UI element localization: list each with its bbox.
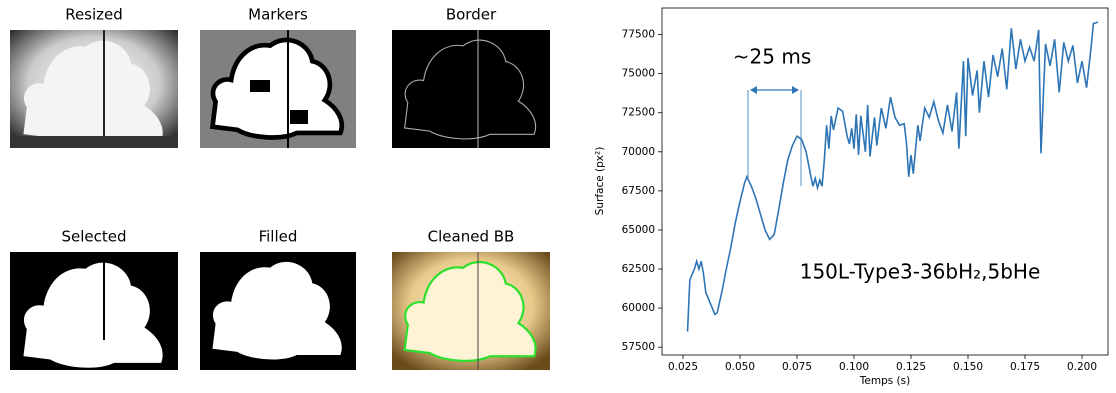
- y-tick-label: 75000: [622, 68, 655, 80]
- panel-title: Resized: [65, 6, 123, 24]
- panel-title: Filled: [259, 228, 298, 246]
- panel-image: [200, 30, 356, 148]
- panel-title: Border: [446, 6, 497, 24]
- x-tick-label: 0.125: [896, 361, 926, 373]
- panel-image: [10, 30, 178, 148]
- annotation: 150L-Type3-36bH₂,5bHe: [800, 260, 1041, 284]
- panel-title: Selected: [61, 228, 126, 246]
- annotation: ~25 ms: [733, 45, 811, 69]
- panel-image: [392, 30, 550, 148]
- data-line: [686, 21, 1099, 332]
- x-tick-label: 0.200: [1067, 361, 1097, 373]
- y-tick-label: 60000: [622, 302, 655, 314]
- x-tick-label: 0.075: [782, 361, 812, 373]
- plot-frame: [661, 7, 1109, 356]
- y-tick-label: 72500: [622, 107, 655, 119]
- panel-image: [10, 252, 178, 370]
- panel-image: [200, 252, 356, 370]
- x-tick-label: 0.025: [668, 361, 698, 373]
- y-tick-label: 70000: [622, 146, 655, 158]
- x-tick-label: 0.175: [1010, 361, 1040, 373]
- x-tick-label: 0.050: [725, 361, 755, 373]
- image-panels: Resized Markers Border Selected Filled C…: [10, 6, 550, 370]
- y-tick-label: 57500: [622, 341, 655, 353]
- y-tick-label: 77500: [622, 29, 655, 41]
- panel-image: [392, 252, 550, 370]
- y-tick-label: 62500: [622, 263, 655, 275]
- x-tick-label: 0.100: [839, 361, 869, 373]
- x-tick-label: 0.150: [953, 361, 983, 373]
- panel-title: Markers: [248, 6, 308, 24]
- panel-title: Cleaned BB: [428, 228, 515, 246]
- y-axis-label: Surface (px²): [594, 147, 606, 216]
- y-tick-label: 65000: [622, 224, 655, 236]
- x-axis-label: Temps (s): [859, 375, 910, 387]
- line-chart: Temps (s) Surface (px²) ~25 ms 150L-Type…: [594, 7, 1109, 387]
- y-tick-label: 67500: [622, 185, 655, 197]
